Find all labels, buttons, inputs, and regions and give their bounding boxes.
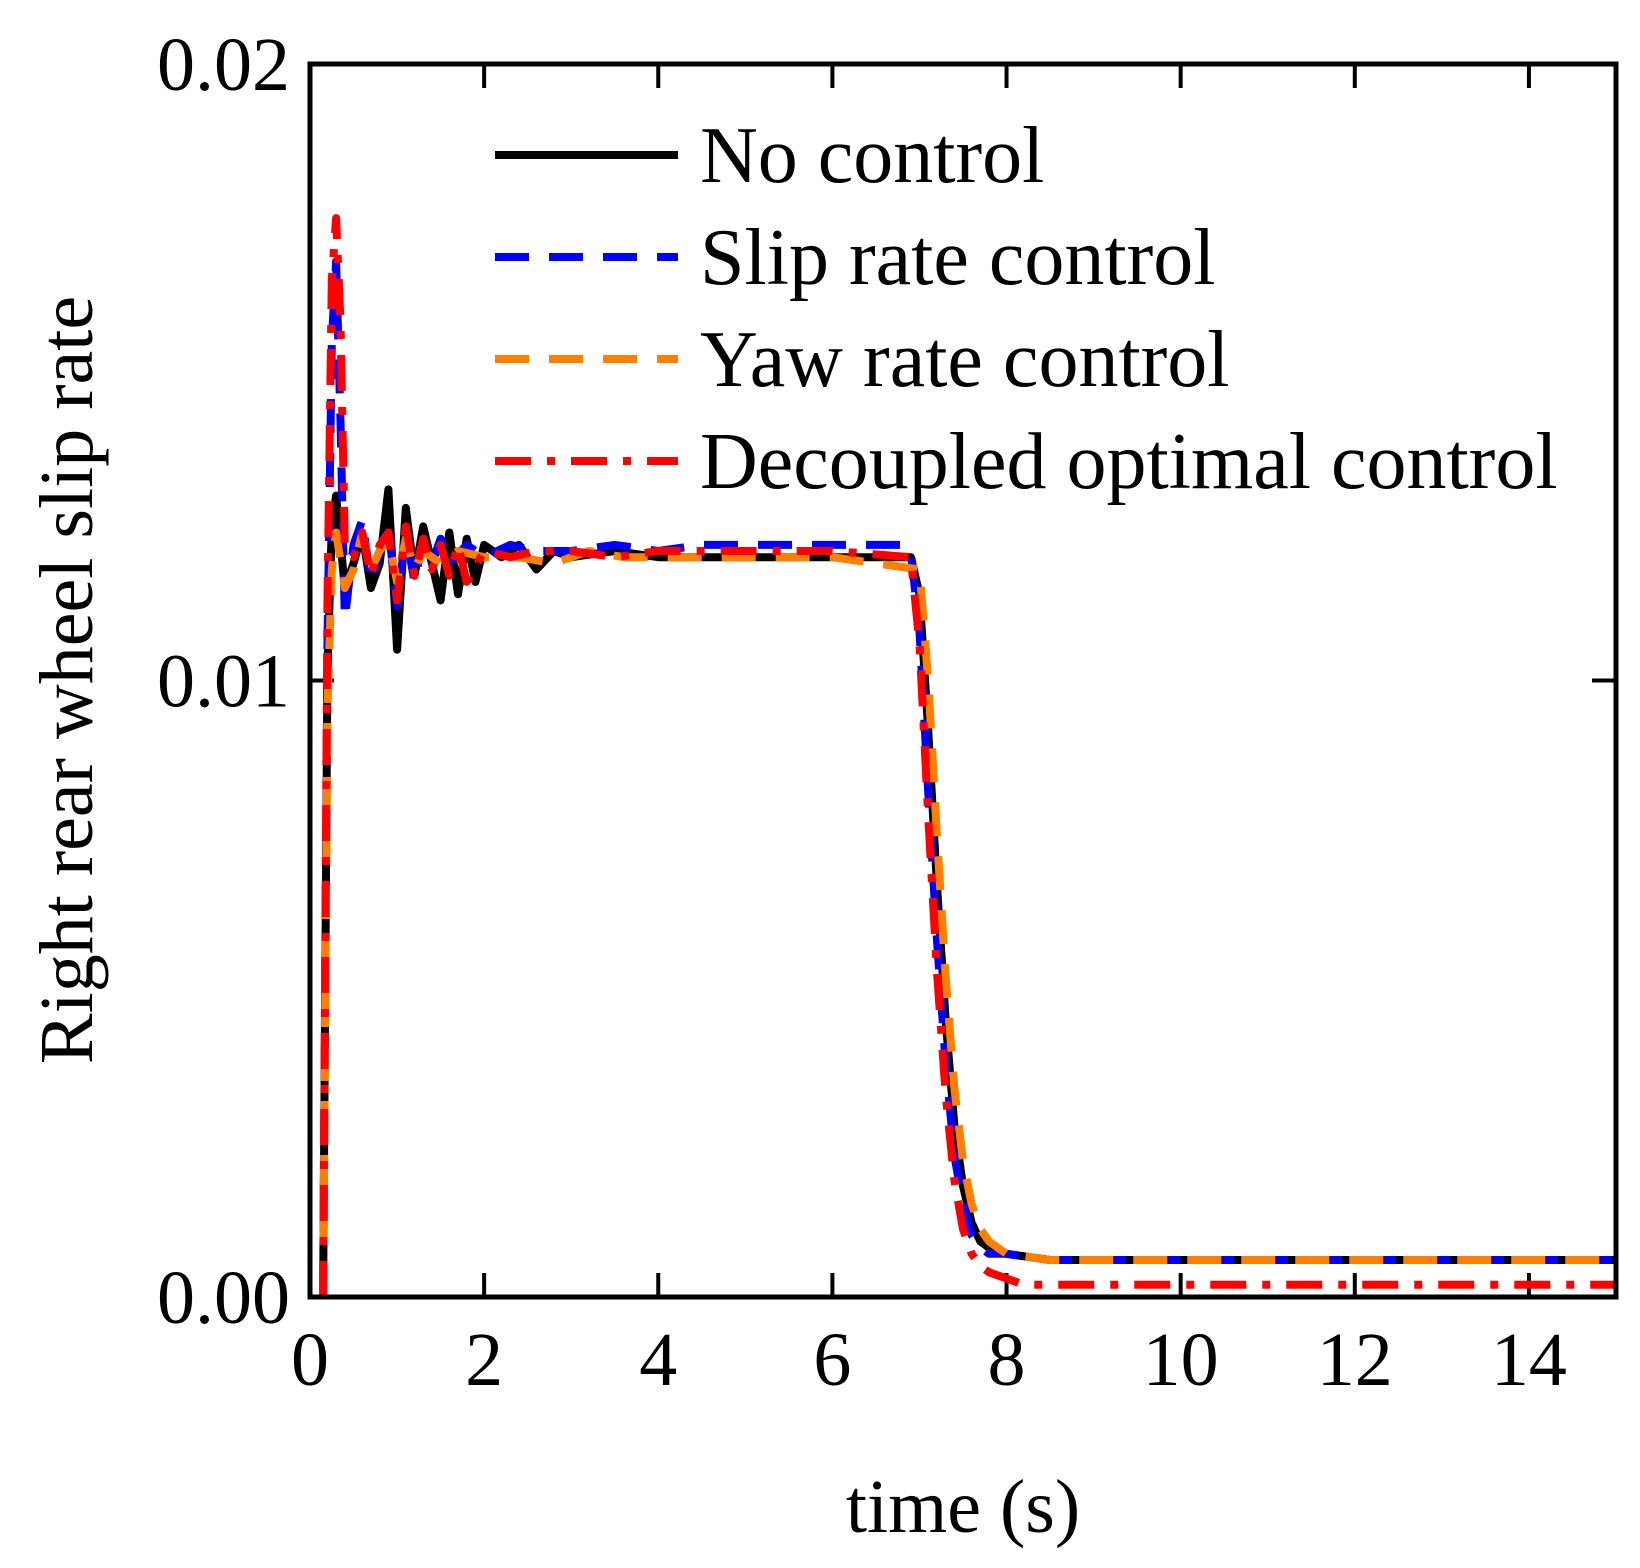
legend-label-decoupled-optimal-control: Decoupled optimal control — [700, 418, 1558, 506]
y-axis-label: Right rear wheel slip rate — [25, 296, 109, 1064]
x-tick-label: 0 — [291, 1318, 329, 1402]
y-tick-label: 0.00 — [157, 1256, 290, 1340]
plot-frame — [307, 61, 1619, 1300]
x-axis-label: time (s) — [846, 1465, 1080, 1549]
x-tick-label: 12 — [1317, 1318, 1393, 1402]
x-tick-label: 6 — [813, 1318, 851, 1402]
x-tick-label: 8 — [988, 1318, 1026, 1402]
x-tick-label: 14 — [1491, 1318, 1567, 1402]
series-layer — [319, 214, 1616, 1297]
series-line-decoupled-optimal-control — [319, 214, 1616, 1297]
x-tick-label: 10 — [1143, 1318, 1219, 1402]
y-tick-label: 0.02 — [157, 23, 290, 107]
y-tick-label: 0.01 — [157, 640, 290, 724]
series-line-yaw-rate-control — [319, 528, 1616, 1297]
legend-label-no-control: No control — [700, 112, 1044, 200]
legend: No control Slip rate control Yaw rate cont… — [495, 112, 1558, 506]
tick-labels-layer: 0 2 4 6 8 10 12 14 0.00 0.01 0.02 — [157, 23, 1567, 1402]
x-tick-label: 2 — [465, 1318, 503, 1402]
legend-label-yaw-rate-control: Yaw rate control — [700, 316, 1230, 404]
legend-label-slip-rate-control: Slip rate control — [700, 214, 1215, 302]
x-tick-label: 4 — [639, 1318, 677, 1402]
